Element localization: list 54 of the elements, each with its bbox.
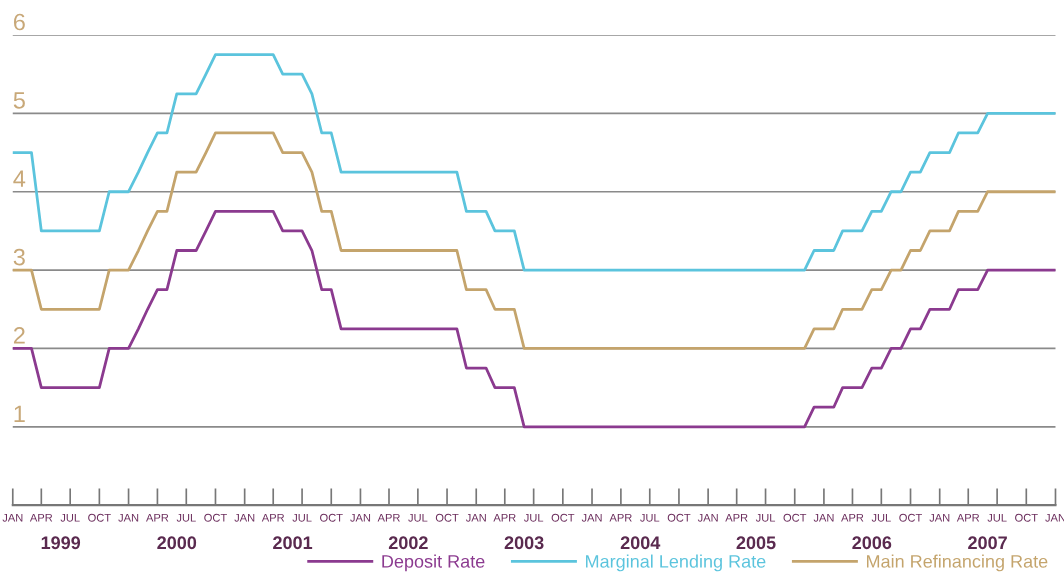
x-tick-label: JUL [292,513,312,522]
x-tick-label: APR [609,513,632,522]
y-tick-label: 3 [13,248,25,266]
x-tick-label: OCT [783,513,807,522]
x2-tick-label: 2007 [968,536,1007,550]
x-tick-label: JAN [350,513,371,522]
x-tick-label: JUL [523,513,544,522]
y-tick-label: 6 [13,13,25,31]
x-tick-label: JAN [929,513,950,522]
x-tick-label: OCT [551,513,575,522]
x2-tick-label: 2000 [157,536,197,550]
legend-label: Main Refinancing Rate [867,554,1048,572]
y-tick-label: 5 [13,92,25,109]
x-tick-label: APR [146,513,169,522]
x-tick-label: JUL [408,513,428,522]
x-tick-label: JAN [581,513,602,522]
x-tick-label: OCT [1015,513,1038,522]
y-tick-label: 4 [13,170,26,187]
x-tick-label: APR [956,513,980,522]
x-tick-label: APR [841,513,864,522]
x2-tick-label: 2005 [736,536,776,550]
x2-tick-label: 2001 [273,536,313,550]
x-tick-label: JAN [465,513,486,522]
x2-tick-label: 2004 [620,536,661,550]
x-tick-label: APR [725,513,748,522]
x-tick-label: OCT [667,513,691,522]
x-tick-label: OCT [204,513,227,522]
x-tick-label: JUL [176,513,196,522]
x2-tick-label: 2003 [504,536,544,550]
legend-label: Marginal Lending Rate [586,554,766,572]
x-tick-label: JUL [987,513,1007,522]
x-tick-label: JUL [60,513,80,522]
y-tick-label: 2 [13,327,25,344]
x-tick-label: OCT [899,513,922,522]
x-tick-label: APR [29,513,53,522]
x-tick-label: JAN [234,513,255,522]
x-tick-label: OCT [435,513,459,522]
x-tick-label: JAN [697,513,718,522]
x-tick-label: OCT [320,513,343,522]
x2-tick-label: 2002 [388,536,428,550]
x-tick-label: OCT [88,513,111,522]
legend-label: Deposit Rate [382,554,485,572]
x-tick-label: JUL [871,513,891,522]
x2-tick-label: 2006 [852,536,892,550]
x-tick-label: JUL [755,513,776,522]
x-tick-label: APR [261,513,285,522]
x-tick-label: JAN [2,513,23,522]
x-tick-label: APR [493,513,516,522]
y-tick-label: 1 [14,405,25,422]
x2-tick-label: 1999 [41,536,81,550]
x-tick-label: JUL [640,513,660,522]
x-tick-label: APR [377,513,400,522]
x-tick-label: JAN [118,513,139,522]
x-tick-label: JAN [813,513,834,522]
